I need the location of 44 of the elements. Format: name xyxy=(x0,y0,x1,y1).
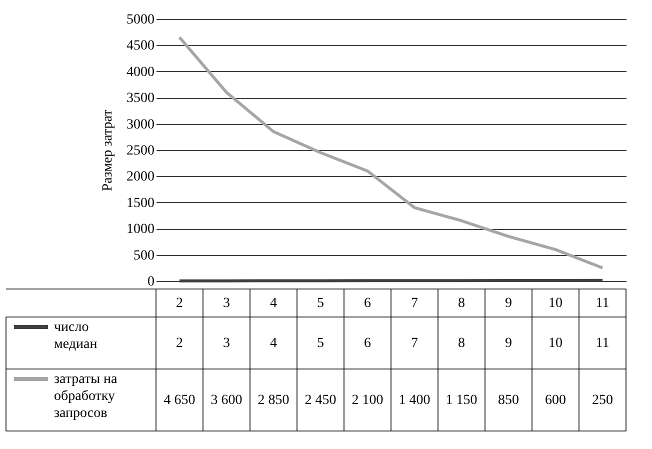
data-label: 1 400 xyxy=(398,393,430,408)
y-tick-label: 4000 xyxy=(126,64,154,80)
y-axis-title: Размер затрат xyxy=(100,110,116,192)
data-label: 4 xyxy=(270,296,277,311)
y-tick-label: 2000 xyxy=(126,170,154,185)
data-label: 11 xyxy=(596,296,610,311)
x-tick-label: 10 xyxy=(548,336,562,351)
data-label: 1 150 xyxy=(446,393,478,408)
data-label: 3 600 xyxy=(210,393,242,408)
data-label: 5 xyxy=(317,296,324,311)
data-label: 600 xyxy=(545,393,566,408)
data-label: 2 450 xyxy=(304,393,336,408)
data-label: 850 xyxy=(498,393,519,408)
data-label: 10 xyxy=(548,296,562,311)
data-label: 2 xyxy=(176,296,183,311)
x-tick-label: 7 xyxy=(411,336,418,351)
data-label: 2 100 xyxy=(352,393,384,408)
data-label: 8 xyxy=(458,296,465,311)
x-tick-label: 8 xyxy=(458,336,465,351)
x-tick-label: 9 xyxy=(505,336,512,351)
data-label: 9 xyxy=(505,296,512,311)
y-tick-label: 3000 xyxy=(126,117,154,132)
y-tick-label: 1500 xyxy=(126,196,154,211)
y-tick-label: 1000 xyxy=(126,222,154,238)
data-label: 4 650 xyxy=(164,393,196,408)
x-tick-label: 4 xyxy=(270,336,277,351)
x-tick-label: 6 xyxy=(364,336,371,351)
data-label: 2 850 xyxy=(258,393,290,408)
y-tick-label: 4500 xyxy=(126,38,154,54)
legend-label: затраты на обработку запросов xyxy=(54,372,118,421)
y-tick-label: 3500 xyxy=(126,91,154,106)
data-label: 3 xyxy=(223,296,230,311)
x-tick-label: 2 xyxy=(176,336,183,351)
y-tick-label: 0 xyxy=(148,274,154,290)
data-label: 250 xyxy=(592,393,613,408)
legend-label: число медиан xyxy=(54,320,98,352)
x-tick-label: 11 xyxy=(596,336,610,351)
x-tick-label: 5 xyxy=(317,336,324,351)
y-tick-label: 5000 xyxy=(126,12,154,28)
y-tick-label: 500 xyxy=(134,248,154,264)
data-label: 7 xyxy=(411,296,418,311)
data-label: 6 xyxy=(364,296,371,311)
x-tick-label: 3 xyxy=(223,336,230,351)
y-tick-label: 2500 xyxy=(126,144,154,158)
